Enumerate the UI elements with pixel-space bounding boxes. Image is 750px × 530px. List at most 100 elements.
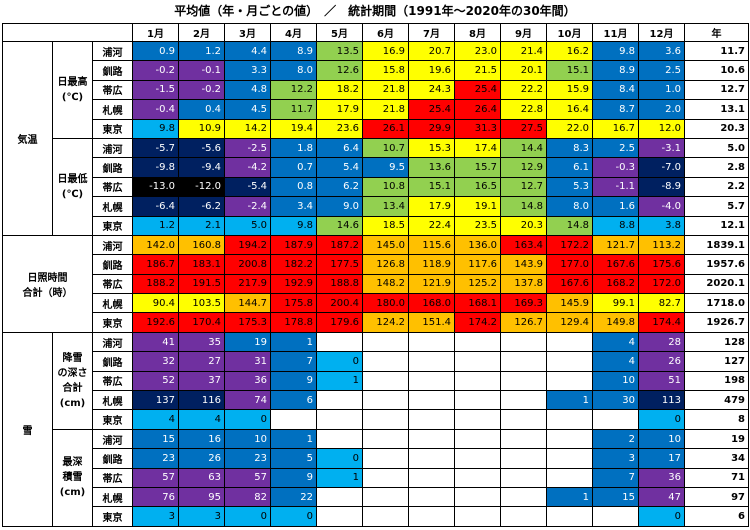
table-row: 気温 日最高 (℃) 浦河 0.9 1.2 4.4 8.9 13.5 16.9 20.7 23.0 2… [2, 40, 750, 236]
value-cell: 167.6 [546, 273, 594, 295]
group-label: 日照時間 合計（時） [2, 234, 93, 333]
value-cell [316, 331, 364, 353]
annual-value: 71 [684, 467, 750, 488]
value-cell [316, 409, 364, 430]
table-row: 最深 積雪 (cm) 浦河 15 16 10 1 2 10 19 [3, 428, 750, 528]
value-cell: 177.5 [316, 254, 364, 275]
value-cell: 200.4 [316, 293, 364, 314]
value-cell [408, 467, 456, 488]
month-header: 5月 [316, 23, 364, 42]
annual-value: 97 [684, 486, 750, 508]
value-cell: 142.0 [132, 234, 180, 256]
value-cell: 10.9 [178, 118, 226, 139]
value-cell: 175.3 [224, 312, 272, 333]
station-name: 札幌 [91, 390, 134, 411]
value-cell: 8.7 [592, 99, 640, 120]
value-cell: 1.0 [638, 79, 686, 101]
value-cell: 14.8 [546, 215, 594, 236]
value-cell: 18.5 [362, 215, 410, 236]
table-row: 帯広 52 37 36 9 1 10 51 198 [3, 370, 750, 392]
value-cell [546, 467, 594, 488]
annual-value: 1926.7 [684, 312, 750, 333]
month-header: 11月 [592, 23, 640, 42]
value-cell: 2.5 [592, 137, 640, 159]
value-cell: 136.0 [454, 234, 502, 256]
station-name: 東京 [91, 506, 134, 527]
value-cell: 82 [224, 486, 272, 508]
value-cell [316, 428, 364, 450]
table-row: 帯広 57 63 57 9 1 7 36 71 [3, 467, 750, 488]
value-cell: 23.0 [454, 40, 502, 62]
value-cell [362, 428, 410, 450]
station-name: 帯広 [91, 467, 134, 488]
value-cell: 26 [638, 351, 686, 372]
month-header: 6月 [362, 23, 410, 42]
value-cell: 217.9 [224, 273, 272, 295]
value-cell: 113.2 [638, 234, 686, 256]
month-header: 2月 [178, 23, 226, 42]
value-cell: 74 [224, 390, 272, 411]
value-cell: 23.6 [316, 118, 364, 139]
value-cell [362, 506, 410, 527]
value-cell: 13.4 [362, 196, 410, 217]
value-cell: 63 [178, 467, 226, 488]
value-cell: 12.6 [316, 60, 364, 81]
value-cell: 182.2 [270, 254, 318, 275]
annual-value: 479 [684, 390, 750, 411]
station-name: 浦河 [91, 428, 134, 450]
value-cell: 22.2 [500, 79, 548, 101]
value-cell: 168.2 [592, 273, 640, 295]
value-cell [546, 331, 594, 353]
value-cell: 177.0 [546, 254, 594, 275]
value-cell: 8.4 [592, 79, 640, 101]
value-cell: 7 [592, 467, 640, 488]
value-cell [362, 486, 410, 508]
annual-value: 20.3 [684, 118, 750, 139]
value-cell: 14.2 [224, 118, 272, 139]
value-cell: 126.7 [500, 312, 548, 333]
value-cell: 95 [178, 486, 226, 508]
value-cell [454, 370, 502, 392]
value-cell: 9.5 [362, 157, 410, 178]
value-cell: 1 [270, 428, 318, 450]
station-name: 東京 [91, 118, 134, 139]
value-cell: 0 [316, 351, 364, 372]
value-cell: -0.3 [592, 157, 640, 178]
table-row: 帯広 -13.0 -12.0 -5.4 0.8 6.2 10.8 15.1 16.5 12.7 5.… [3, 176, 750, 198]
value-cell: -4.0 [638, 196, 686, 217]
value-cell: 160.8 [178, 234, 226, 256]
value-cell [408, 428, 456, 450]
value-cell [546, 351, 594, 372]
value-cell: 26.1 [362, 118, 410, 139]
value-cell: 178.8 [270, 312, 318, 333]
value-cell: 1.6 [592, 196, 640, 217]
value-cell: 0 [224, 506, 272, 527]
value-cell: 27 [178, 351, 226, 372]
value-cell: 0 [270, 506, 318, 527]
value-cell [408, 409, 456, 430]
value-cell: 31.3 [454, 118, 502, 139]
value-cell: 14.8 [500, 196, 548, 217]
station-name: 釧路 [91, 351, 134, 372]
table-row: 帯広 188.2 191.5 217.9 192.9 188.8 148.2 121.9 125… [3, 273, 750, 295]
annual-value: 34 [684, 448, 750, 469]
annual-value: 2.8 [684, 157, 750, 178]
table-row: 札幌 -6.4 -6.2 -2.4 3.4 9.0 13.4 17.9 19.1 14.8 8.0 1… [3, 196, 750, 217]
annual-value: 12.7 [684, 79, 750, 101]
annual-value: 13.1 [684, 99, 750, 120]
value-cell: 16.4 [546, 99, 594, 120]
value-cell: 15.7 [454, 157, 502, 178]
value-cell [408, 351, 456, 372]
value-cell [546, 506, 594, 527]
value-cell [500, 506, 548, 527]
table-row: 帯広 -1.5 -0.2 4.8 12.2 18.2 21.8 24.3 25.4 22.2 15.… [3, 79, 750, 101]
table-row: 雪降雪 の深さ 合計 (cm) 浦河 41 35 19 1 4 28 128 [2, 331, 750, 528]
value-cell [454, 467, 502, 488]
month-header: 7月 [408, 23, 456, 42]
header-corner [1, 23, 134, 42]
value-cell: 124.2 [362, 312, 410, 333]
value-cell: 35 [178, 331, 226, 353]
value-cell: 168.1 [454, 293, 502, 314]
value-cell: 12.2 [270, 79, 318, 101]
value-cell [408, 506, 456, 527]
